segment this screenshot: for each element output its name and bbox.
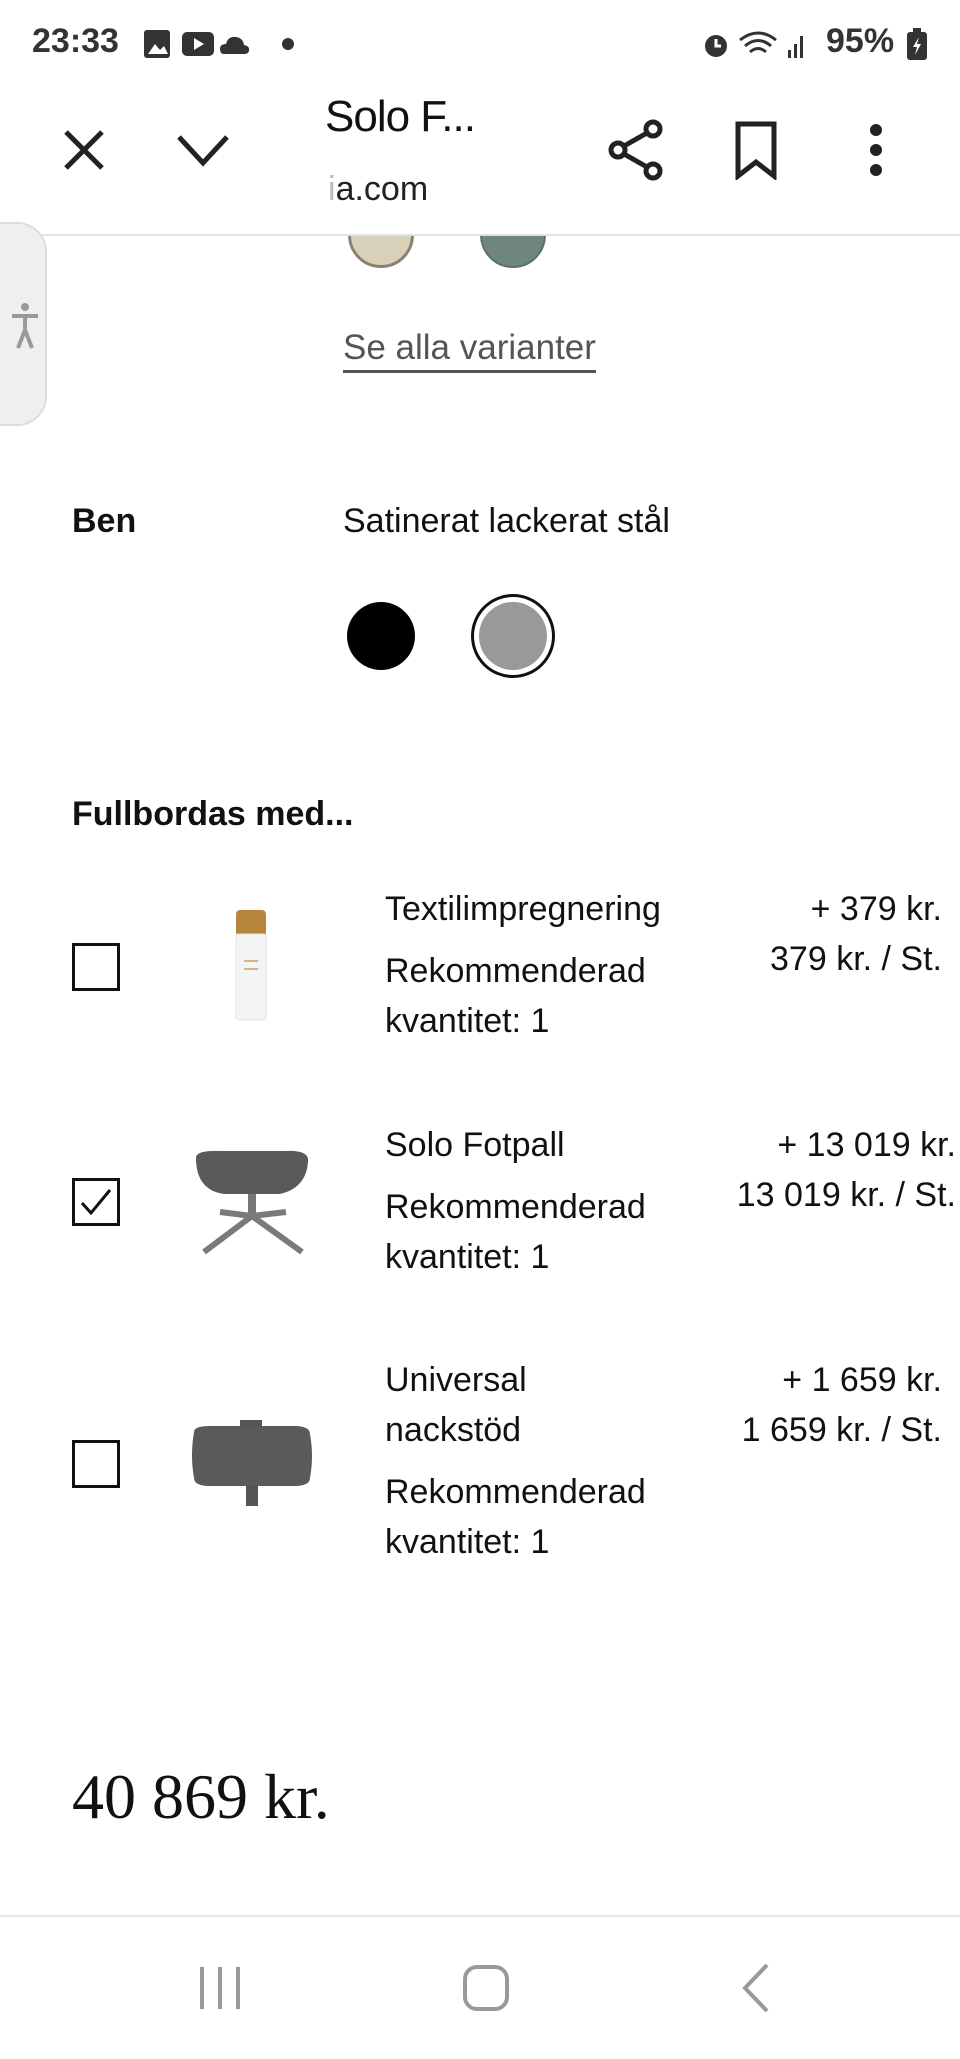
addon-name: Universal <box>385 1361 527 1399</box>
addon-recommended: Rekommenderad <box>385 1188 646 1226</box>
addon-price: + 1 659 kr. <box>782 1361 942 1399</box>
toolbar-divider <box>0 234 960 236</box>
chevron-down-icon <box>177 135 229 167</box>
more-vert-icon <box>870 124 882 176</box>
leg-option-grey-fill <box>479 602 547 670</box>
battery-percent: 95% <box>826 22 895 60</box>
back-button[interactable] <box>716 1950 796 2026</box>
addon-item-textile: Textilimpregnering Rekommenderad kvantit… <box>385 884 661 1046</box>
share-icon <box>608 119 663 181</box>
checkmark-icon <box>80 1189 112 1216</box>
accessibility-tab[interactable] <box>0 222 47 426</box>
addon-quantity: kvantitet: 1 <box>385 1523 550 1561</box>
addon-unit-price: 13 019 kr. / St. <box>736 1176 956 1214</box>
url-text: a.com <box>335 170 429 208</box>
addon-checkbox-textile[interactable] <box>72 943 120 991</box>
recent-apps-icon <box>200 1967 240 2009</box>
textile-spray-image <box>235 910 267 1021</box>
addon-price-headrest: + 1 659 kr. 1 659 kr. / St. <box>742 1355 942 1455</box>
see-all-variants-link[interactable]: Se alla varianter <box>343 328 596 373</box>
battery-charging-icon <box>907 28 927 60</box>
home-button[interactable] <box>446 1950 526 2026</box>
addon-price-footstool: + 13 019 kr. 13 019 kr. / St. <box>737 1120 956 1220</box>
recent-apps-button[interactable] <box>180 1950 260 2026</box>
share-button[interactable] <box>596 110 676 190</box>
back-icon <box>742 1963 769 2013</box>
addon-unit-price: 379 kr. / St. <box>770 940 942 978</box>
status-bar: 23:33 95% <box>0 18 960 66</box>
addon-price-textile: + 379 kr. 379 kr. / St. <box>770 884 942 984</box>
addon-quantity: kvantitet: 1 <box>385 1002 550 1040</box>
page-url: ia.com <box>328 170 428 209</box>
close-icon <box>64 130 104 170</box>
status-notification-icons <box>144 30 294 58</box>
addon-name: Solo Fotpall <box>385 1126 565 1164</box>
addon-recommended: Rekommenderad <box>385 1473 646 1511</box>
addon-price: + 379 kr. <box>810 890 942 928</box>
addon-price: + 13 019 kr. <box>777 1126 956 1164</box>
legs-value: Satinerat lackerat stål <box>343 502 670 540</box>
addon-item-headrest: Universal nackstöd Rekommenderad kvantit… <box>385 1355 646 1567</box>
home-icon <box>463 1965 509 2011</box>
close-button[interactable] <box>44 110 124 190</box>
url-faded: i <box>328 170 336 208</box>
collapse-button[interactable] <box>163 110 243 190</box>
addon-name-line2: nackstöd <box>385 1411 522 1449</box>
checkbox[interactable] <box>72 943 120 991</box>
legs-label: Ben <box>72 502 137 540</box>
page-title: Solo F... <box>325 92 476 141</box>
addon-quantity: kvantitet: 1 <box>385 1238 550 1276</box>
addon-recommended: Rekommenderad <box>385 952 646 990</box>
status-time: 23:33 <box>32 22 119 60</box>
headrest-image <box>192 1420 312 1506</box>
checkbox-checked[interactable] <box>72 1178 120 1226</box>
addon-checkbox-headrest[interactable] <box>72 1440 120 1488</box>
more-menu-button[interactable] <box>836 110 916 190</box>
checkbox[interactable] <box>72 1440 120 1488</box>
addon-unit-price: 1 659 kr. / St. <box>741 1411 942 1449</box>
total-price: 40 869 kr. <box>72 1761 330 1832</box>
addon-checkbox-footstool[interactable] <box>72 1178 120 1226</box>
status-system-icons <box>705 31 803 58</box>
leg-option-grey-selected[interactable] <box>471 594 555 678</box>
addon-name: Textilimpregnering <box>385 890 661 928</box>
addon-item-footstool: Solo Fotpall Rekommenderad kvantitet: 1 <box>385 1120 646 1282</box>
footstool-image <box>196 1150 309 1255</box>
bookmark-button[interactable] <box>716 110 796 190</box>
complete-with-heading: Fullbordas med... <box>72 795 354 833</box>
accessibility-icon <box>12 303 38 349</box>
nav-divider <box>0 1915 960 1917</box>
bookmark-icon <box>735 121 777 180</box>
leg-option-black[interactable] <box>347 602 415 670</box>
